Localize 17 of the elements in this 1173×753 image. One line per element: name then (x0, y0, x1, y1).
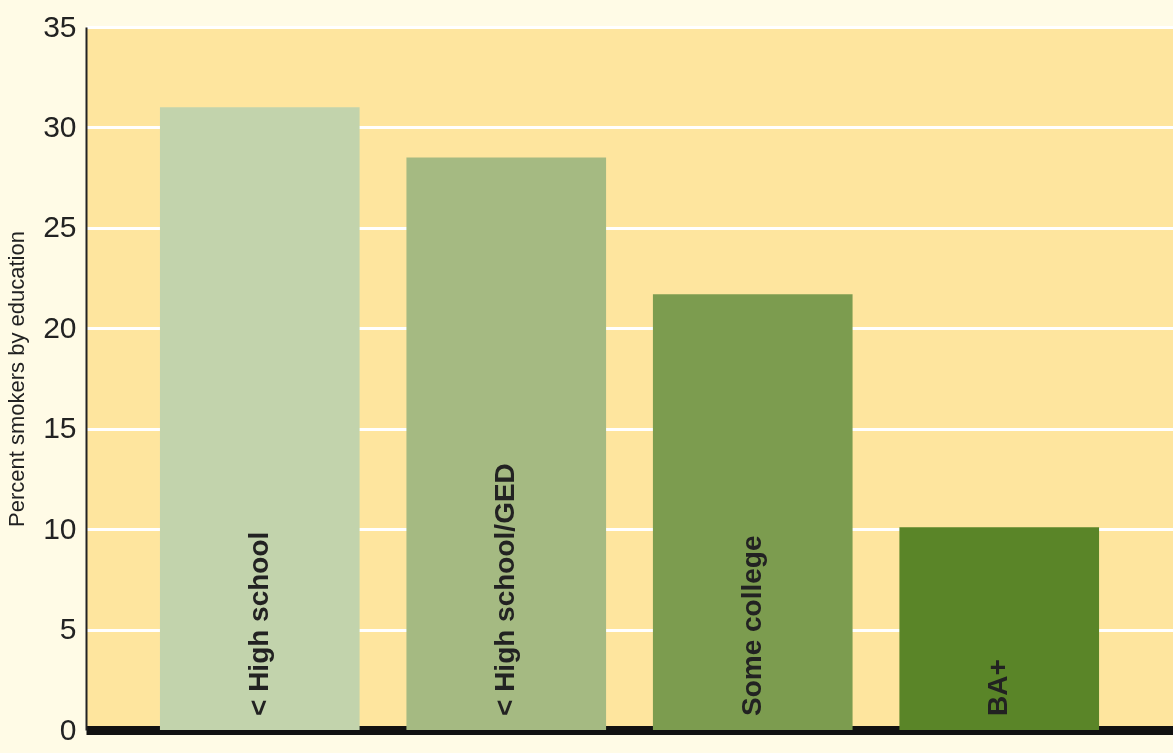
y-tick-label: 5 (59, 612, 77, 646)
y-tick-label: 30 (43, 109, 77, 143)
y-tick-label: 20 (43, 310, 77, 344)
bar (159, 107, 360, 730)
y-axis-title: Percent smokers by education (4, 231, 30, 527)
x-tick-label: Some college (735, 535, 767, 716)
x-tick-label: BA+ (982, 659, 1014, 716)
bar (899, 527, 1100, 730)
y-tick-label: 10 (43, 511, 77, 545)
x-tick-label: < High school/GED (489, 463, 521, 716)
x-tick-label: < High school (242, 531, 274, 716)
bar (406, 157, 607, 730)
bar (652, 294, 853, 730)
y-tick-label: 25 (43, 210, 77, 244)
y-tick-label: 15 (43, 411, 77, 445)
y-tick-label: 0 (59, 712, 77, 746)
y-tick-label: 35 (43, 9, 77, 43)
